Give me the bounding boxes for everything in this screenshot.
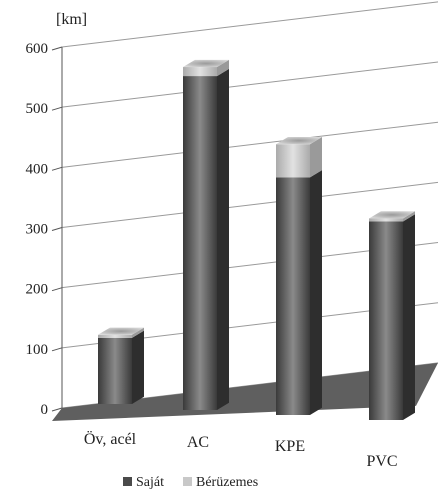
bar-segment-Bérüzemes-3 [276, 144, 310, 178]
bar-segment-Bérüzemes-1 [98, 334, 132, 338]
bar-4 [369, 211, 415, 420]
bar-2 [183, 59, 229, 410]
bar-top-1 [98, 327, 144, 335]
y-unit-label: [km] [56, 11, 87, 28]
bar-side-Saját-2 [217, 68, 229, 410]
y-tick-label-400: 400 [26, 161, 49, 177]
bars [98, 59, 415, 420]
x-category-label-2: AC [187, 434, 209, 451]
y-tick-label-200: 200 [26, 282, 49, 298]
bar-segment-Saját-2 [183, 76, 217, 410]
gridline-600 [61, 1, 439, 48]
y-tick-label-600: 600 [26, 41, 49, 57]
bar-top-3 [276, 137, 322, 145]
y-tick-mark-600 [51, 46, 63, 51]
chart-floor [52, 362, 438, 421]
bar-side-Bérüzemes-1 [132, 327, 144, 338]
gridline-500 [61, 61, 439, 108]
bar-side-Bérüzemes-4 [403, 211, 415, 222]
bar-top-2 [183, 59, 229, 68]
bar-segment-Bérüzemes-2 [183, 67, 217, 77]
y-tick-mark-500 [51, 106, 63, 111]
bar-segment-Saját-3 [276, 177, 310, 415]
y-tick-label-100: 100 [26, 342, 49, 358]
x-axis-labels: Öv, acél AC KPE PVC [84, 430, 398, 470]
bar-side-Bérüzemes-2 [217, 59, 229, 77]
bar-segment-Saját-1 [98, 337, 132, 404]
bar-side-Saját-1 [132, 330, 144, 404]
floor-plane [52, 362, 438, 421]
legend-label-beruzemes: Bérüzemes [196, 475, 258, 490]
bar-side-Saját-3 [310, 170, 322, 415]
bar-1 [98, 327, 144, 404]
y-axis: 0 100 200 300 400 500 600 [26, 41, 63, 418]
legend-label-sajat: Saját [136, 475, 164, 490]
y-tick-mark-100 [51, 347, 63, 352]
legend: Saját Bérüzemes [123, 475, 258, 490]
bar-3 [276, 137, 322, 415]
x-category-label-3: KPE [275, 438, 305, 455]
y-tick-label-500: 500 [26, 101, 49, 117]
y-tick-mark-200 [51, 287, 63, 292]
bar-side-Saját-4 [403, 214, 415, 420]
y-tick-label-300: 300 [26, 222, 49, 238]
y-tick-mark-300 [51, 227, 63, 231]
x-category-label-4: PVC [366, 453, 397, 470]
gridline-300 [61, 181, 439, 228]
y-tick-mark-0 [51, 407, 63, 412]
y-tick-mark-400 [51, 166, 63, 171]
bar-segment-Saját-4 [369, 221, 403, 420]
x-category-label-1: Öv, acél [84, 430, 137, 448]
gridline-400 [61, 121, 439, 168]
bar-side-Bérüzemes-3 [310, 137, 322, 178]
y-tick-label-0: 0 [41, 402, 49, 418]
legend-swatch-sajat [123, 477, 132, 486]
bar-top-4 [369, 211, 415, 219]
legend-swatch-beruzemes [183, 477, 192, 486]
bar-segment-Bérüzemes-4 [369, 218, 403, 222]
